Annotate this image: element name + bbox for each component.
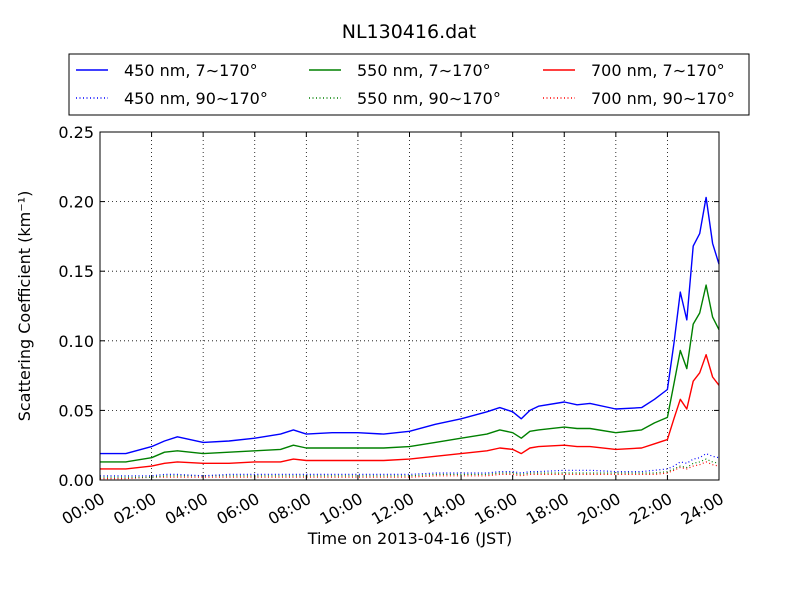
plot-background [100,132,719,480]
series-layer [100,196,720,480]
x-tick-label: 14:00 [420,489,469,529]
x-tick-label: 20:00 [574,489,623,529]
legend: 450 nm, 7∼170° 550 nm, 7∼170° 700 nm, 7∼17… [68,53,750,116]
series-line-3 [100,453,720,477]
x-tick-label: 00:00 [59,489,108,529]
series-line-5 [100,461,720,480]
y-tick-label: 0.00 [58,471,94,490]
legend-label-3: 450 nm, 90∼170° [124,89,268,108]
y-axis-label: Scattering Coefficient (km⁻¹) [15,191,34,422]
legend-label-5: 700 nm, 90∼170° [591,89,735,108]
x-axis-label: Time on 2013-04-16 (JST) [307,529,512,548]
legend-label-1: 550 nm, 7∼170° [357,61,491,80]
legend-box [68,53,750,116]
legend-label-0: 450 nm, 7∼170° [124,61,258,80]
x-tick-label: 24:00 [678,489,727,529]
x-tick-label: 18:00 [523,489,572,529]
series-line-0 [100,196,720,455]
legend-label-2: 700 nm, 7∼170° [591,61,725,80]
chart-title: NL130416.dat [342,21,477,43]
legend-label-4: 550 nm, 90∼170° [357,89,501,108]
y-tick-label: 0.15 [58,262,94,281]
series-line-1 [100,284,720,463]
plot-area: 00:00 02:00 04:00 06:00 08:00 10:00 12:00 14:00… [58,123,727,529]
series-line-2 [100,354,720,470]
y-tick-label: 0.20 [58,193,94,212]
x-tick-label: 06:00 [213,489,262,529]
x-tick-label: 10:00 [316,489,365,529]
x-tick-label: 04:00 [162,489,211,529]
x-tick-label: 16:00 [471,489,520,529]
y-tick-label: 0.10 [58,332,94,351]
x-tick-label: 12:00 [368,489,417,529]
y-tick-label: 0.25 [58,123,94,142]
series-line-4 [100,458,720,478]
x-tick-label: 02:00 [110,489,159,529]
y-tick-label: 0.05 [58,401,94,420]
x-tick-label: 08:00 [265,489,314,529]
x-tick-label: 22:00 [626,489,675,529]
